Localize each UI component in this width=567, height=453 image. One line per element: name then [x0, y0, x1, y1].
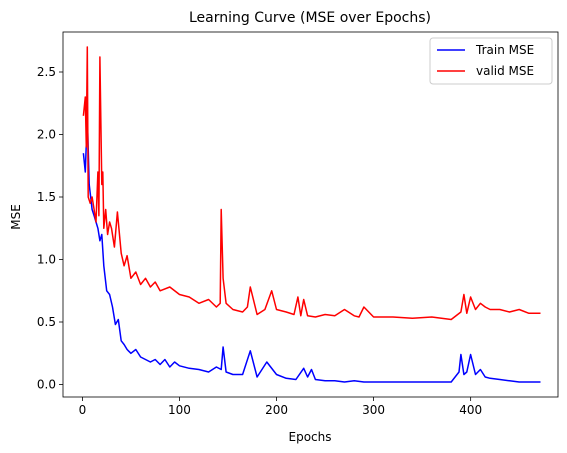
x-tick-label: 200 — [265, 403, 288, 417]
series-line-1 — [82, 46, 541, 321]
x-tick-label: 100 — [168, 403, 191, 417]
chart-title: Learning Curve (MSE over Epochs) — [189, 10, 431, 26]
series-line-0 — [82, 115, 541, 383]
plot-frame — [62, 31, 559, 398]
y-axis-label: MSE — [9, 204, 23, 230]
legend-label-0: Train MSE — [475, 43, 534, 57]
y-tick-label: 0.5 — [37, 315, 56, 329]
x-axis-label: Epochs — [289, 430, 332, 444]
x-tick-label: 300 — [362, 403, 385, 417]
legend: Train MSE valid MSE — [429, 37, 553, 85]
x-tick-label: 400 — [459, 403, 482, 417]
y-tick-label: 1.0 — [37, 253, 56, 267]
y-tick-label: 2.5 — [37, 65, 56, 79]
y-tick-label: 1.5 — [37, 190, 56, 204]
plot-area: 0 100 200 300 400 0.0 0.5 1.0 1.5 2.0 2.5 — [37, 31, 559, 417]
y-tick-label: 0.0 — [37, 378, 56, 392]
legend-label-1: valid MSE — [476, 64, 534, 78]
y-tick-label: 2.0 — [37, 128, 56, 142]
x-tick-label: 0 — [79, 403, 87, 417]
